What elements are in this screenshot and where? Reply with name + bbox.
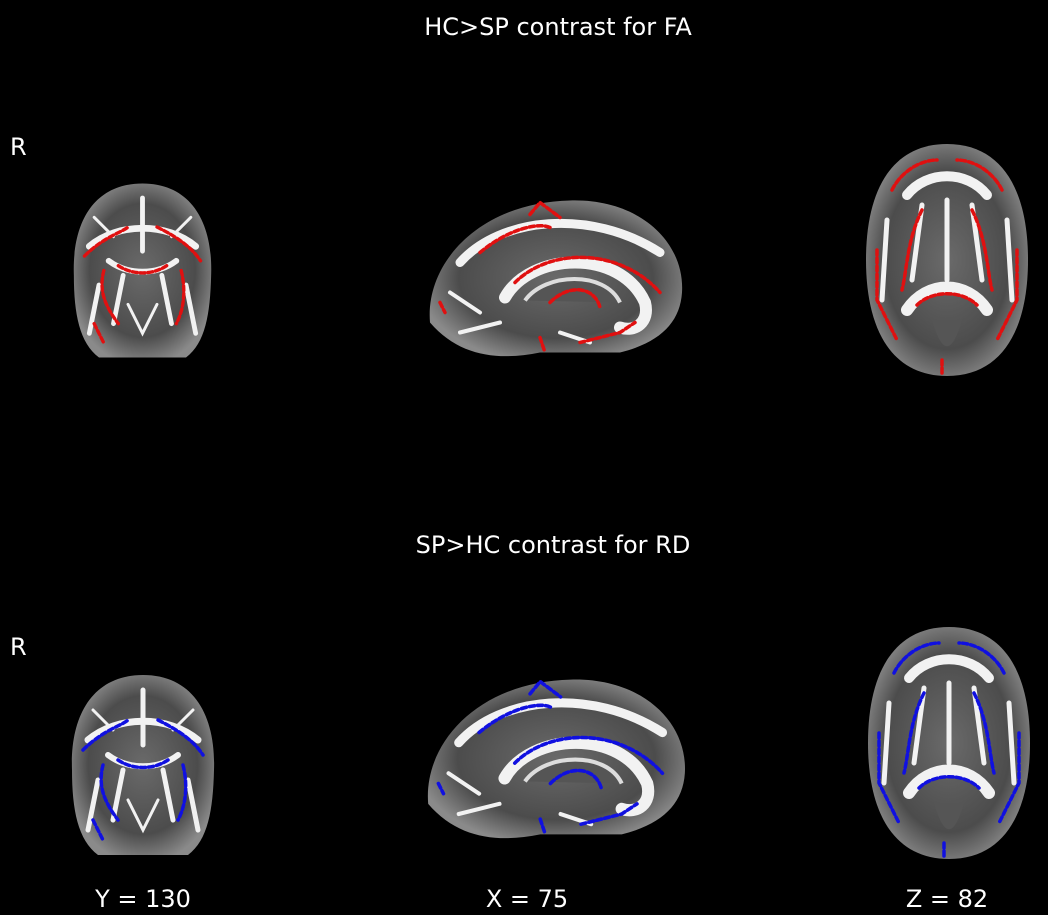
figure: HC>SP contrast for FA R SP>HC contrast f… [0, 0, 1048, 915]
slice-label: X = 75 [486, 885, 568, 913]
orientation-label: R [10, 633, 27, 661]
slice-label: Z = 82 [906, 885, 988, 913]
brain-row [74, 144, 1028, 376]
coronal-slice [72, 675, 214, 855]
orientation-label: R [10, 133, 27, 161]
panel-title: HC>SP contrast for FA [424, 13, 692, 41]
slice-label: Y = 130 [94, 885, 191, 913]
coronal-slice [74, 184, 211, 358]
brain-row [72, 627, 1030, 859]
page: HC>SP contrast for FA R SP>HC contrast f… [0, 0, 1048, 915]
axial-slice [866, 144, 1028, 376]
panel-title: SP>HC contrast for RD [416, 531, 691, 559]
axial-slice [868, 627, 1030, 859]
